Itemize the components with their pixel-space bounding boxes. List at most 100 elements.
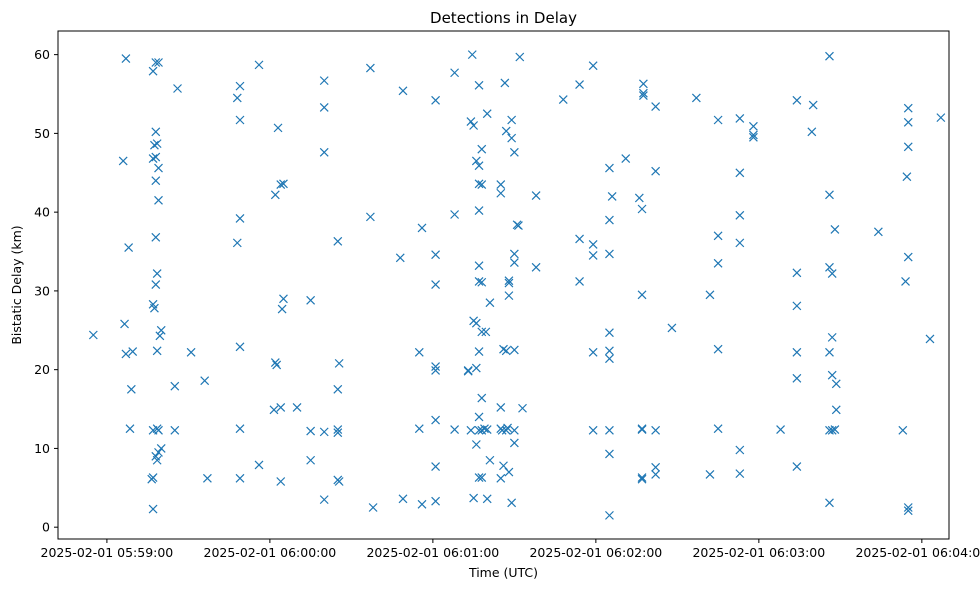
- data-point-marker: [306, 295, 316, 305]
- data-point-marker: [155, 331, 165, 341]
- data-point-marker: [713, 344, 723, 354]
- data-point-marker: [463, 366, 473, 376]
- data-point-marker: [477, 144, 487, 154]
- data-point-marker: [514, 221, 523, 230]
- data-point-marker: [504, 278, 514, 288]
- data-points: [88, 50, 946, 520]
- data-point-marker: [637, 290, 647, 300]
- data-point-marker: [474, 161, 484, 171]
- data-point-marker: [466, 117, 476, 126]
- data-point-marker: [156, 444, 166, 453]
- data-point-marker: [651, 469, 661, 479]
- data-point-marker: [467, 50, 477, 60]
- data-point-marker: [605, 354, 614, 364]
- x-tick-label: 2025-02-01 06:00:00: [204, 545, 337, 560]
- x-tick-label: 2025-02-01 06:04:00: [855, 545, 980, 560]
- data-point-marker: [272, 360, 282, 370]
- data-point-marker: [827, 269, 837, 279]
- data-point-marker: [152, 139, 162, 149]
- data-point-marker: [501, 425, 511, 435]
- data-point-marker: [431, 462, 441, 471]
- data-point-marker: [154, 425, 163, 435]
- data-point-marker: [170, 381, 180, 391]
- data-point-marker: [306, 426, 316, 436]
- data-point-marker: [575, 80, 584, 89]
- data-point-marker: [121, 54, 131, 63]
- data-point-marker: [651, 425, 661, 435]
- data-point-marker: [499, 344, 508, 354]
- data-point-marker: [903, 117, 913, 127]
- data-point-marker: [830, 225, 840, 234]
- data-point-marker: [903, 142, 913, 152]
- data-point-marker: [735, 238, 745, 248]
- data-point-marker: [474, 473, 484, 482]
- data-point-marker: [333, 384, 343, 394]
- data-point-marker: [232, 238, 242, 248]
- data-point-marker: [319, 495, 329, 505]
- y-tick-label: 0: [42, 520, 50, 535]
- data-point-marker: [120, 319, 129, 329]
- data-point-marker: [477, 393, 487, 403]
- data-point-marker: [588, 347, 598, 357]
- data-point-marker: [333, 425, 343, 434]
- data-point-marker: [638, 79, 648, 89]
- data-point-marker: [254, 60, 264, 70]
- data-point-marker: [925, 334, 935, 344]
- data-point-marker: [558, 95, 568, 104]
- data-point-marker: [152, 455, 162, 465]
- data-point-marker: [651, 102, 661, 112]
- data-point-marker: [903, 506, 913, 516]
- data-point-marker: [792, 301, 802, 311]
- data-point-marker: [417, 223, 427, 233]
- data-point-marker: [634, 193, 644, 203]
- data-point-marker: [154, 58, 163, 67]
- data-point-marker: [292, 403, 302, 412]
- data-point-marker: [515, 52, 525, 62]
- y-axis-ticks: 0 10 20 30 40 50 60: [34, 47, 58, 535]
- data-point-marker: [898, 425, 908, 435]
- data-point-marker: [588, 240, 598, 249]
- data-point-marker: [474, 412, 484, 422]
- data-point-marker: [186, 347, 196, 357]
- data-point-marker: [235, 81, 245, 91]
- data-point-marker: [148, 154, 158, 164]
- data-point-marker: [334, 358, 344, 368]
- data-point-marker: [365, 212, 375, 222]
- data-point-marker: [667, 323, 677, 333]
- data-point-marker: [319, 102, 329, 112]
- data-point-marker: [477, 327, 487, 337]
- data-point-marker: [735, 469, 745, 479]
- data-point-marker: [88, 330, 98, 340]
- data-point-marker: [471, 156, 481, 166]
- data-point-marker: [713, 424, 723, 434]
- data-point-marker: [499, 461, 508, 471]
- y-tick-label: 60: [34, 47, 50, 62]
- data-point-marker: [748, 132, 758, 142]
- data-point-marker: [691, 93, 701, 103]
- data-point-marker: [474, 425, 484, 435]
- data-point-marker: [936, 113, 946, 123]
- x-tick-label: 2025-02-01 06:02:00: [529, 545, 662, 560]
- data-point-marker: [605, 215, 614, 225]
- y-tick-label: 40: [34, 205, 50, 220]
- data-point-marker: [825, 498, 834, 508]
- data-point-marker: [431, 362, 441, 371]
- data-point-marker: [474, 179, 484, 189]
- data-point-marker: [368, 503, 378, 512]
- data-point-marker: [807, 127, 817, 137]
- data-point-marker: [792, 462, 802, 471]
- data-point-marker: [431, 496, 441, 506]
- chart-title: Detections in Delay: [430, 9, 577, 27]
- data-point-marker: [531, 191, 541, 201]
- x-tick-label: 2025-02-01 06:01:00: [366, 545, 499, 560]
- data-point-marker: [830, 425, 840, 434]
- data-point-marker: [825, 347, 834, 357]
- data-point-marker: [638, 88, 648, 98]
- data-point-marker: [333, 236, 343, 246]
- data-point-marker: [471, 318, 481, 328]
- data-point-marker: [504, 291, 514, 301]
- data-point-marker: [713, 258, 723, 268]
- data-point-marker: [270, 190, 280, 200]
- data-point-marker: [605, 328, 614, 338]
